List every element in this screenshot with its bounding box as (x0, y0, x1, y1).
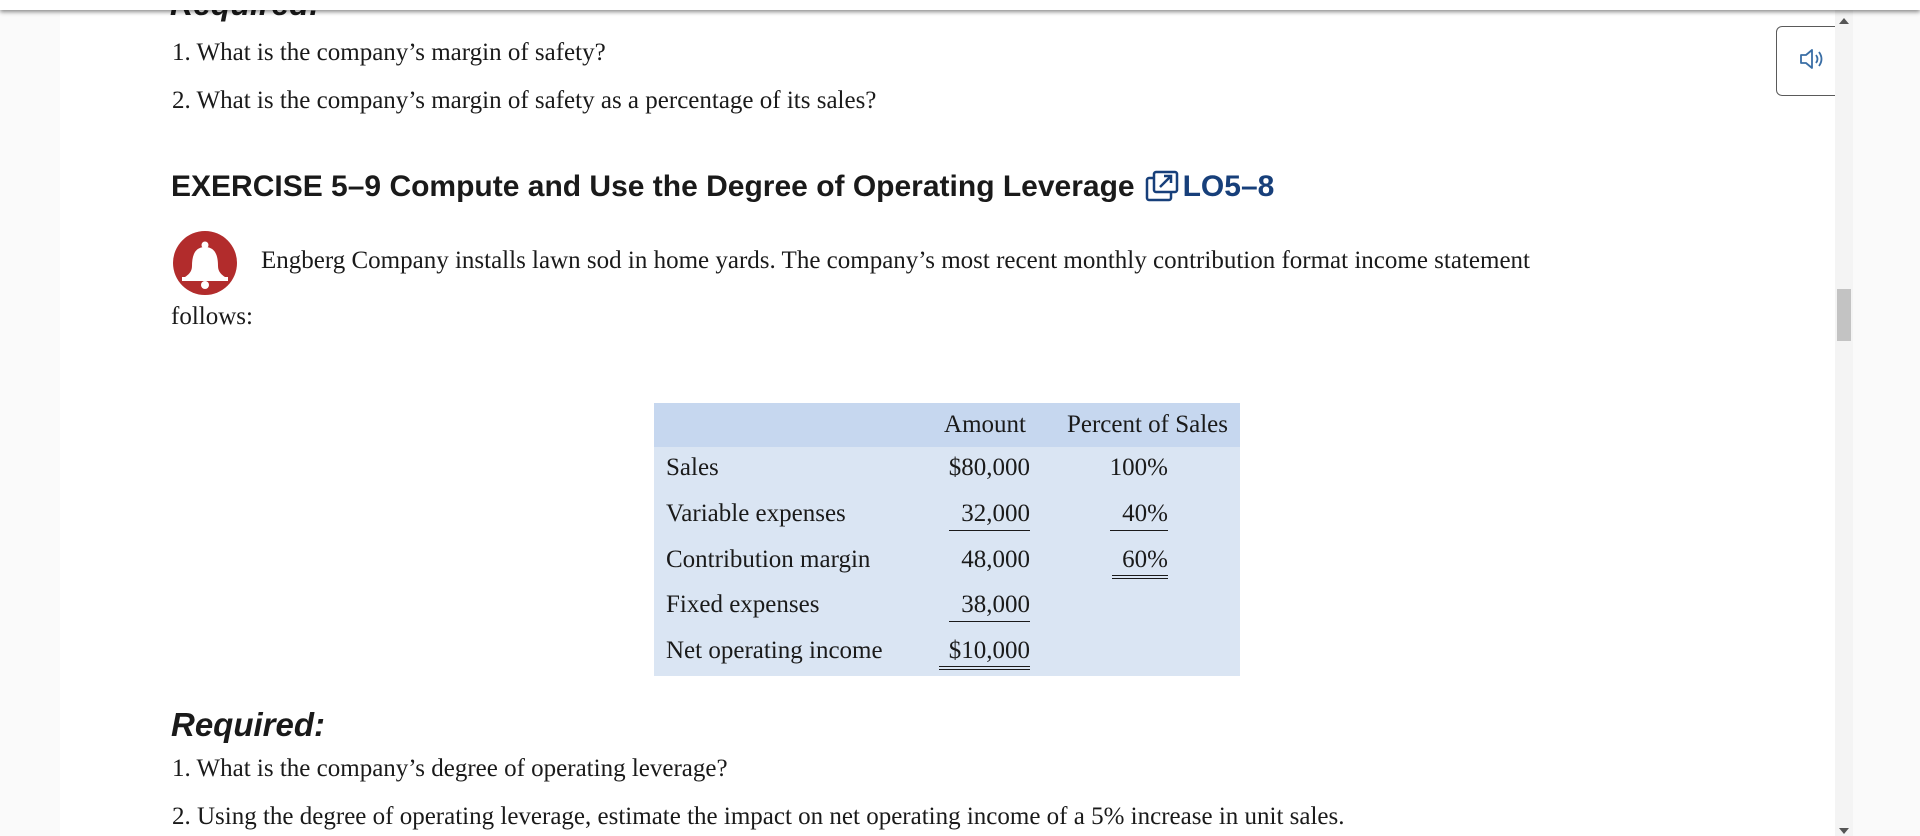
previous-question-2: 2. What is the company’s margin of safet… (172, 87, 877, 114)
top-toolbar-edge (0, 0, 1920, 10)
exercise-title-text: EXERCISE 5–9 Compute and Use the Degree … (171, 170, 1135, 203)
income-statement-table: Amount Percent of Sales Sales $80,000 10… (654, 403, 1240, 676)
exercise-title: EXERCISE 5–9 Compute and Use the Degree … (171, 170, 1274, 204)
scroll-down-arrow[interactable] (1839, 828, 1849, 834)
row-percent-contribution-margin: 60% (1112, 545, 1168, 579)
row-label-contribution-margin: Contribution margin (666, 546, 871, 573)
row-label-net-operating-income: Net operating income (666, 637, 883, 664)
previous-question-1: 1. What is the company’s margin of safet… (172, 39, 606, 66)
column-header-percent: Percent of Sales (1066, 411, 1228, 438)
row-amount-sales: $80,000 (948, 454, 1030, 481)
row-amount-fixed-expenses: 38,000 (949, 590, 1030, 622)
row-percent-sales: 100% (1109, 454, 1168, 481)
required-question-1: 1. What is the company’s degree of opera… (172, 755, 728, 782)
exercise-intro-line-2: follows: (171, 303, 253, 330)
required-heading: Required: (171, 706, 326, 743)
row-amount-net-operating-income: $10,000 (938, 636, 1030, 670)
row-percent-variable-expenses: 40% (1110, 499, 1168, 531)
row-label-sales: Sales (666, 454, 719, 481)
learning-objective-link[interactable]: LO5–8 (1182, 170, 1275, 203)
table-header-row (654, 403, 1240, 447)
row-label-variable-expenses: Variable expenses (666, 500, 846, 527)
scroll-up-arrow[interactable] (1839, 18, 1849, 24)
speaker-icon (1798, 46, 1828, 77)
required-question-2: 2. Using the degree of operating leverag… (172, 803, 1345, 830)
scrollbar-thumb[interactable] (1837, 289, 1851, 341)
row-amount-variable-expenses: 32,000 (949, 499, 1030, 531)
vertical-scrollbar[interactable] (1835, 10, 1853, 836)
bell-icon (172, 230, 238, 296)
row-amount-contribution-margin: 48,000 (961, 546, 1030, 573)
column-header-amount: Amount (944, 411, 1026, 438)
exercise-intro-line-1: Engberg Company installs lawn sod in hom… (261, 247, 1530, 274)
external-link-icon[interactable] (1145, 170, 1179, 204)
row-label-fixed-expenses: Fixed expenses (666, 591, 820, 618)
